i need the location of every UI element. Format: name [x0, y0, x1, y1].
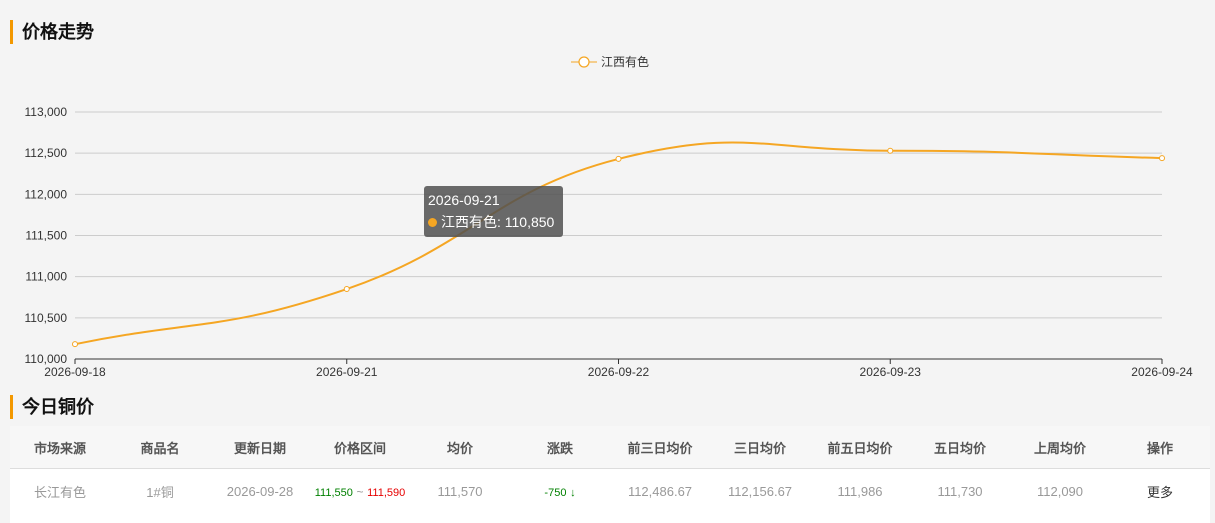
y-tick-label: 112,500: [25, 146, 68, 160]
cell-last-week-avg: 112,090: [1036, 483, 1084, 499]
tooltip-series-dot: [428, 217, 437, 227]
y-tick-label: 113,000: [25, 105, 68, 119]
cell-prev5-avg: 111,986: [837, 483, 883, 499]
more-link[interactable]: 更多: [1146, 484, 1173, 500]
price-table: 市场来源 商品名 更新日期 价格区间 均价 涨跌 前三日均价 三日均价 前五日均…: [10, 426, 1210, 523]
y-tick-label: 111,000: [25, 270, 67, 284]
legend-label: 江西有色: [601, 55, 649, 69]
legend-marker: [578, 56, 590, 68]
header-market: 市场来源: [10, 426, 110, 469]
range-low: 111,550: [314, 486, 353, 499]
header-product: 商品名: [110, 426, 210, 469]
header-date: 更新日期: [210, 426, 310, 469]
down-arrow-icon: ↓: [570, 486, 576, 499]
x-tick-label: 2026-09-18: [44, 365, 106, 379]
range-sep: ~: [356, 484, 364, 499]
cell-product: 1#铜: [146, 484, 174, 500]
y-tick-label: 112,000: [25, 187, 68, 201]
header-last-week-avg: 上周均价: [1010, 426, 1110, 469]
cell-avg3: 112,156.67: [727, 483, 793, 499]
x-tick-label: 2026-09-22: [588, 365, 650, 379]
header-avg3: 三日均价: [710, 426, 810, 469]
x-tick-label: 2026-09-23: [860, 365, 922, 379]
header-prev5-avg: 前五日均价: [810, 426, 910, 469]
header-avg5: 五日均价: [910, 426, 1010, 469]
cell-range: 111,550 ~ 111,590: [310, 469, 410, 514]
y-tick-label: 110,500: [25, 311, 68, 325]
price-trend-title: 价格走势: [10, 20, 94, 44]
table-row: 长江有色 1#铜 2026-09-28 111,550 ~ 111,590 11…: [10, 469, 1210, 514]
y-tick-label: 110,000: [25, 352, 68, 366]
header-avg: 均价: [410, 426, 510, 469]
data-point: [1159, 155, 1165, 162]
data-point: [343, 286, 350, 293]
change-value: -750: [544, 486, 567, 499]
tooltip-value: 江西有色: 110,850: [441, 214, 555, 230]
cell-avg: 111,570: [437, 483, 483, 499]
price-line-chart: 110,000 110,500 111,000 111,500 112,000 112,5…: [25, 55, 1194, 379]
header-action: 操作: [1110, 426, 1210, 469]
cell-market: 长江有色: [33, 484, 86, 500]
x-tick-label: 2026-09-24: [1131, 365, 1193, 379]
today-copper-price-title: 今日铜价: [10, 395, 94, 419]
cell-avg5: 111,730: [937, 483, 983, 499]
tooltip-date: 2026-09-21: [428, 192, 500, 208]
data-point: [887, 147, 894, 154]
y-tick-label: 111,500: [25, 229, 67, 243]
cell-date: 2026-09-28: [226, 483, 294, 499]
data-point: [615, 155, 622, 162]
header-range: 价格区间: [310, 426, 410, 469]
cell-action: 更多: [1110, 469, 1210, 514]
cell-change: -750 ↓: [510, 469, 610, 514]
data-point: [72, 341, 78, 348]
header-prev3-avg: 前三日均价: [610, 426, 710, 469]
header-change: 涨跌: [510, 426, 610, 469]
range-high: 111,590: [367, 486, 406, 499]
cell-prev3-avg: 112,486.67: [627, 483, 693, 499]
series-line: [74, 141, 1163, 346]
x-tick-label: 2026-09-21: [316, 365, 378, 379]
table-header-row: 市场来源 商品名 更新日期 价格区间 均价 涨跌 前三日均价 三日均价 前五日均…: [10, 426, 1210, 469]
chart-tooltip: 2026-09-21 江西有色: 110,850: [424, 186, 563, 237]
